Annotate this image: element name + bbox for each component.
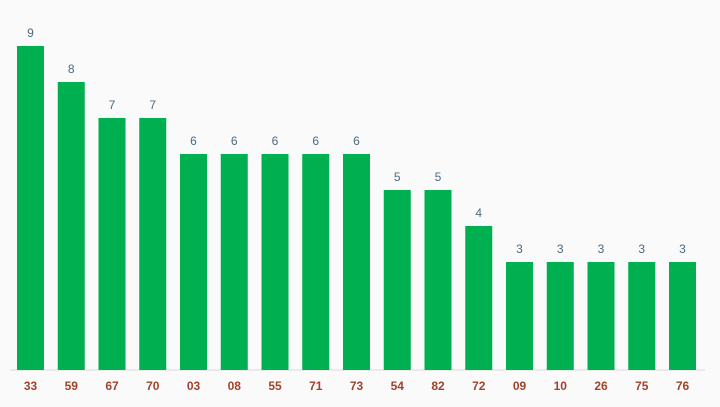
category-label-26: 26: [594, 379, 608, 393]
bar-09: [506, 262, 533, 370]
value-label-09: 3: [516, 242, 523, 256]
value-label-67: 7: [109, 98, 116, 112]
bar-33: [17, 46, 44, 370]
bar-75: [628, 262, 656, 370]
value-label-82: 5: [435, 170, 442, 184]
category-labels-group: 33 59 67 70 03 08 55 71 73 54 82 72 09 10 26 75 76: [24, 379, 690, 393]
value-label-73: 6: [353, 134, 360, 148]
bar-26: [587, 262, 615, 370]
bar-70: [139, 118, 167, 370]
value-label-26: 3: [598, 242, 605, 256]
bar-08: [220, 154, 248, 370]
category-label-10: 10: [554, 379, 568, 393]
bar-72: [465, 226, 493, 370]
value-label-08: 6: [231, 134, 238, 148]
category-label-75: 75: [635, 379, 649, 393]
value-label-70: 7: [149, 98, 156, 112]
value-label-72: 4: [475, 206, 482, 220]
category-label-09: 09: [513, 379, 527, 393]
category-label-76: 76: [676, 379, 690, 393]
category-label-72: 72: [472, 379, 486, 393]
bar-82: [424, 190, 452, 370]
category-label-08: 08: [228, 379, 242, 393]
value-label-71: 6: [312, 134, 319, 148]
bar-73: [343, 154, 370, 370]
bar-71: [302, 154, 330, 370]
bars-group: [17, 46, 696, 370]
value-label-76: 3: [679, 242, 686, 256]
bar-55: [261, 154, 289, 370]
bar-10: [546, 262, 574, 370]
category-label-82: 82: [431, 379, 445, 393]
bar-76: [669, 262, 696, 370]
category-label-70: 70: [146, 379, 160, 393]
value-label-10: 3: [557, 242, 564, 256]
bar-54: [383, 190, 411, 370]
category-label-73: 73: [350, 379, 364, 393]
value-label-33: 9: [27, 26, 34, 40]
bar-59: [57, 82, 85, 370]
value-label-75: 3: [638, 242, 645, 256]
value-label-59: 8: [68, 62, 75, 76]
value-label-55: 6: [272, 134, 279, 148]
value-label-03: 6: [190, 134, 197, 148]
category-label-59: 59: [65, 379, 79, 393]
category-label-55: 55: [268, 379, 282, 393]
category-label-67: 67: [105, 379, 119, 393]
bar-03: [180, 154, 207, 370]
value-label-54: 5: [394, 170, 401, 184]
value-labels-group: 9 8 7 7 6 6 6 6 6 5 5 4 3 3 3 3 3: [27, 26, 686, 256]
category-label-71: 71: [309, 379, 323, 393]
category-label-54: 54: [391, 379, 405, 393]
category-label-33: 33: [24, 379, 38, 393]
bar-67: [98, 118, 126, 370]
category-label-03: 03: [187, 379, 201, 393]
